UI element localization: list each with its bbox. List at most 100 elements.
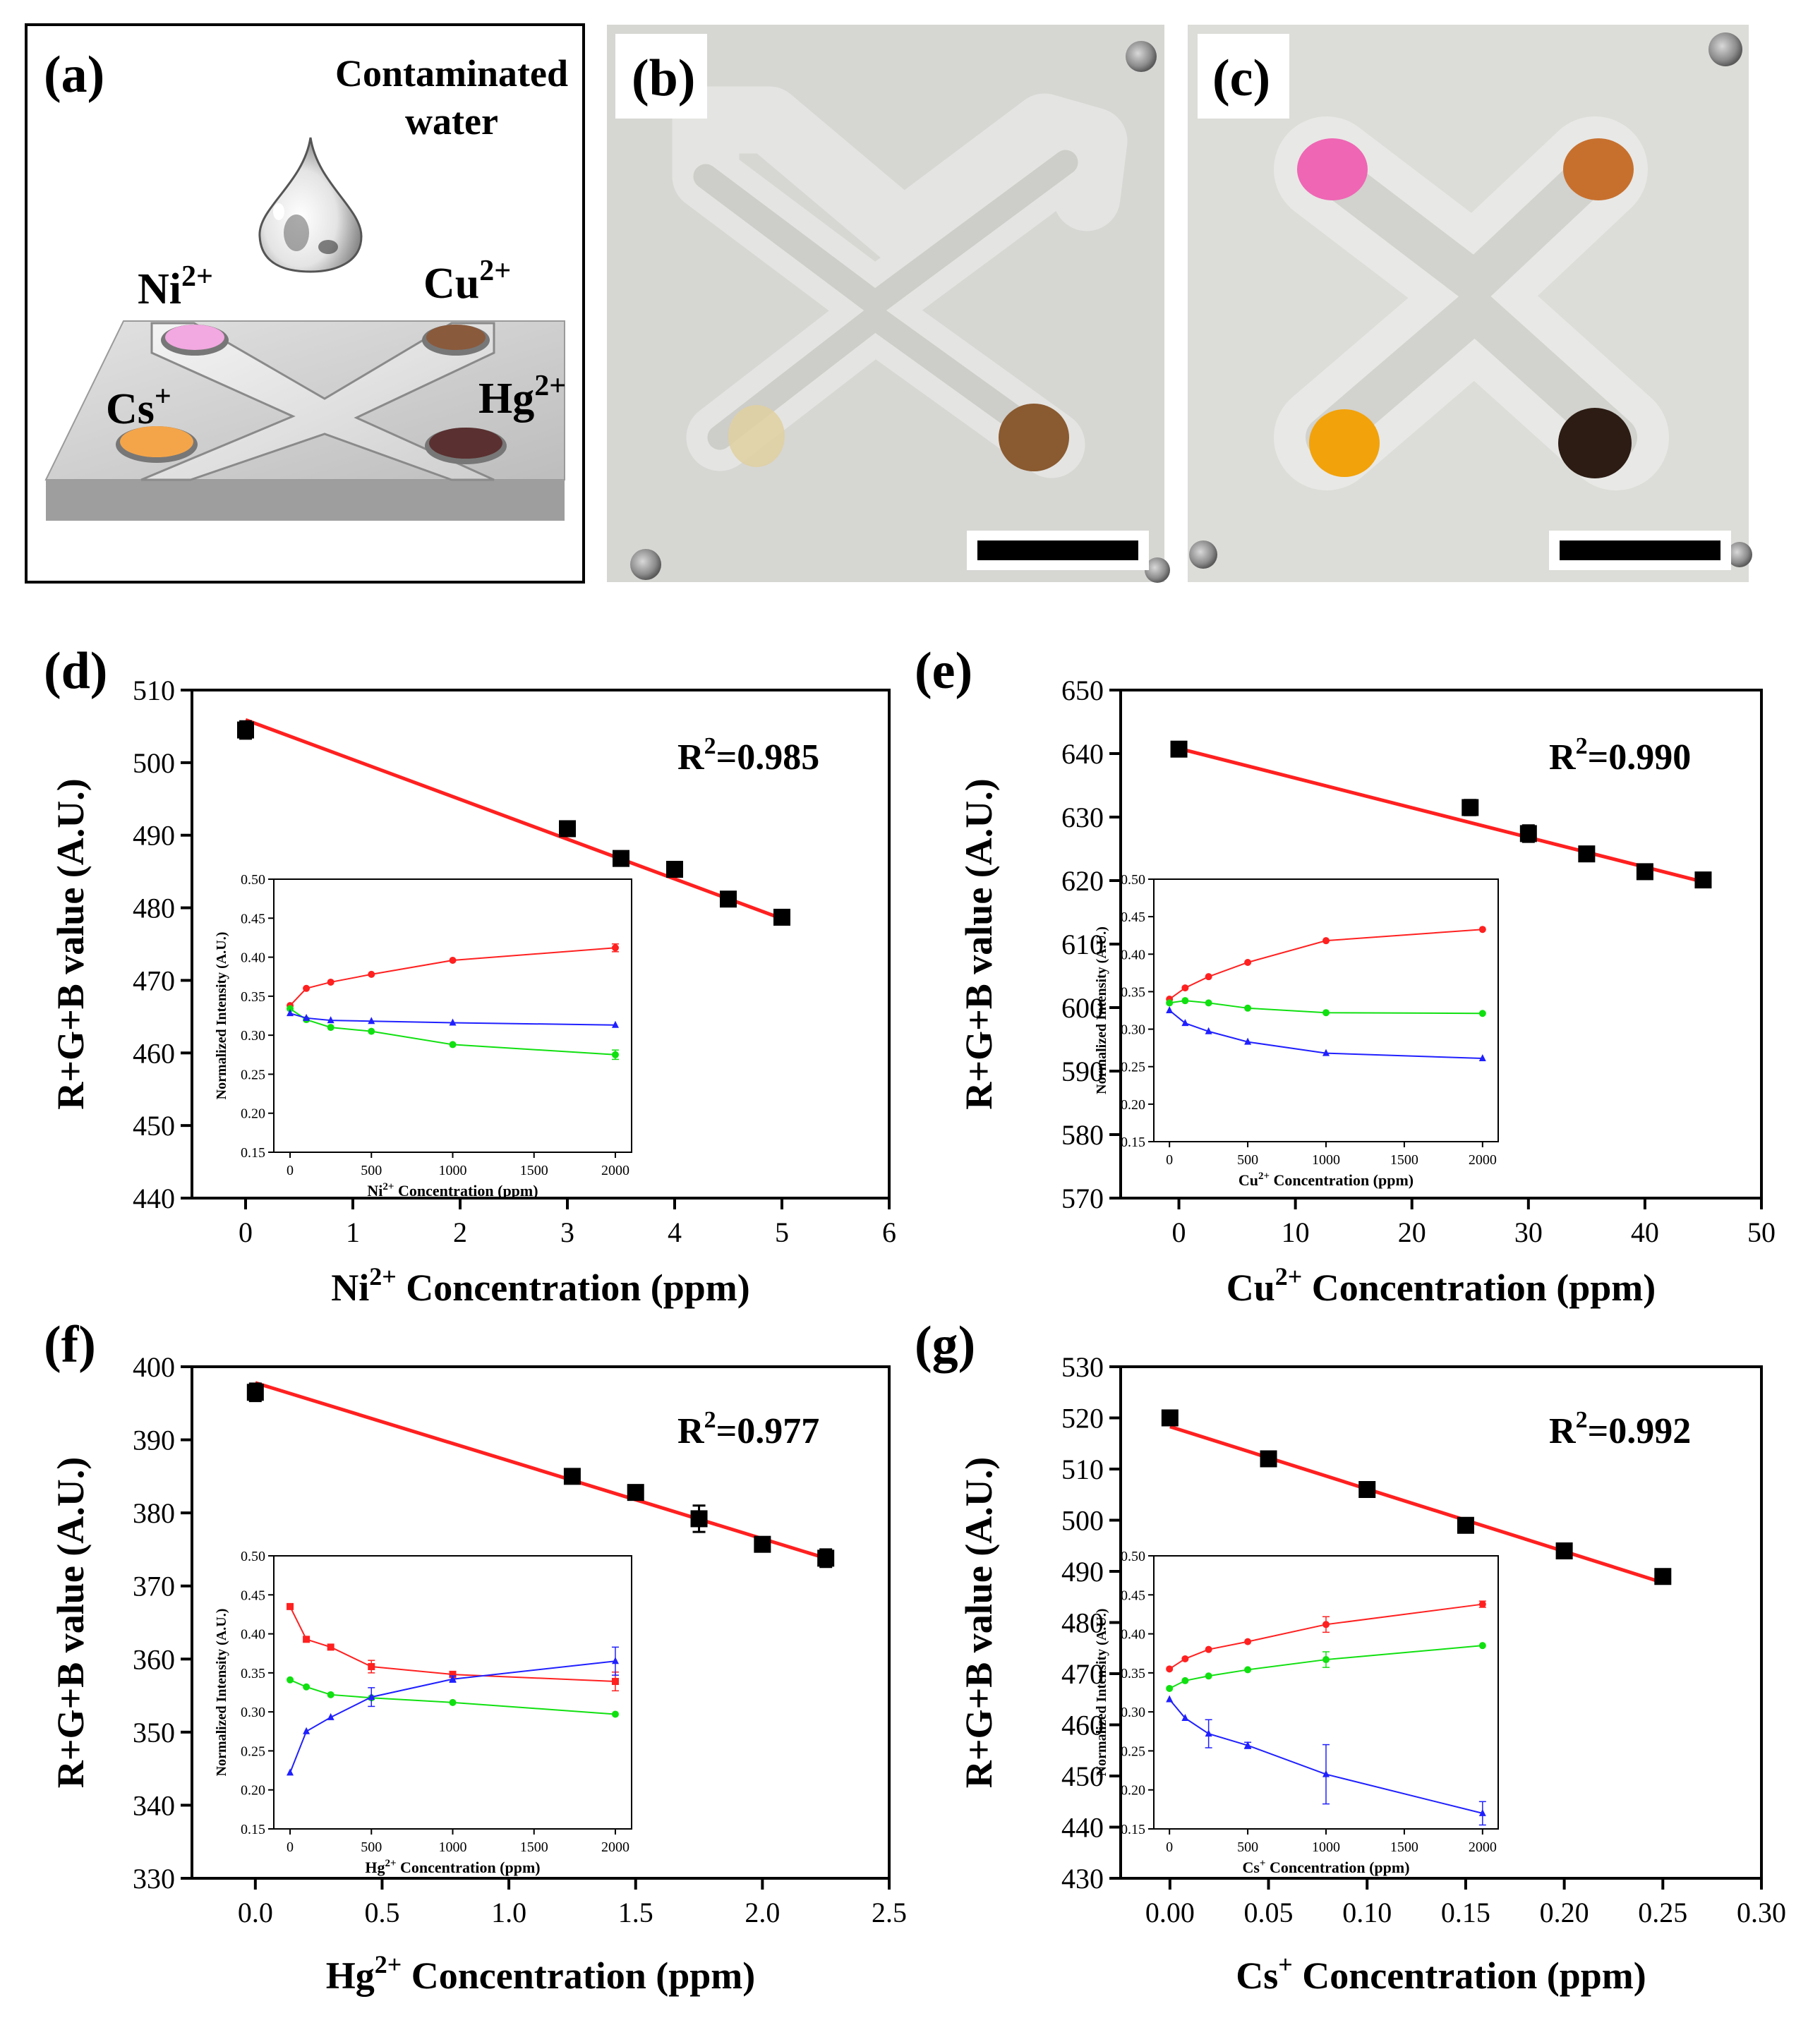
- inset-x-tick-label: 2000: [601, 1163, 629, 1178]
- inset-x-tick-label: 1000: [1312, 1152, 1340, 1168]
- x-tick-label: 6: [882, 1216, 896, 1248]
- x-axis-label: Cs+ Concentration (ppm): [1236, 1950, 1646, 1997]
- y-axis-label: R+G+B value (A.U.): [958, 778, 1000, 1110]
- data-point: [1170, 740, 1188, 758]
- inset-y-tick-label: 0.45: [1121, 1588, 1145, 1603]
- inset-data-point: [449, 956, 457, 964]
- spot-c-bottom-left: [1309, 409, 1380, 477]
- inset-data-point: [287, 1005, 294, 1013]
- data-point: [1457, 1516, 1474, 1534]
- inset-data-point: [1166, 999, 1174, 1007]
- chart-panel-e: (e) 0 10 20 30 40 50 570 580 590 600 610 620 630 640 65…: [915, 642, 1776, 1309]
- inset-data-point: [1244, 1004, 1252, 1012]
- fit-line: [1169, 1425, 1664, 1585]
- screw-icon: [1145, 557, 1170, 583]
- inset-data-point: [1166, 1006, 1174, 1013]
- y-tick-label: 590: [1061, 1056, 1104, 1087]
- inset-chart: 0 500 1000 1500 2000 0.15 0.20 0.25 0.30 0.35 0.40…: [1094, 872, 1499, 1189]
- plot-frame: [191, 689, 891, 1200]
- inset-y-tick-label: 0.40: [241, 950, 265, 966]
- inset-y-tick-label: 0.50: [1121, 872, 1145, 888]
- inset-data-point: [327, 1016, 335, 1024]
- y-tick-label: 630: [1061, 802, 1104, 833]
- inset-x-tick-label: 500: [1237, 1152, 1258, 1168]
- y-tick-label: 440: [133, 1183, 175, 1214]
- x-tick-label: 5: [775, 1216, 789, 1248]
- inset-data-point: [1322, 937, 1330, 945]
- inset-y-tick-label: 0.40: [241, 1627, 265, 1643]
- data-point: [1636, 863, 1653, 881]
- inset-y-axis-label: Normalized Intensity (A.U.): [1094, 926, 1109, 1094]
- x-tick-label: 1.5: [618, 1897, 653, 1928]
- inset-data-point: [1478, 1642, 1486, 1650]
- inset-data-point: [611, 1678, 619, 1686]
- inset-data-point: [368, 970, 375, 978]
- inset-y-tick-label: 0.45: [241, 1588, 265, 1603]
- inset-y-tick-label: 0.20: [1121, 1783, 1145, 1799]
- inset-series-line: [289, 1013, 615, 1026]
- y-tick-label: 500: [133, 747, 175, 779]
- x-tick-label: 1.0: [491, 1897, 526, 1928]
- inset-data-point: [1244, 1666, 1252, 1674]
- inset-y-tick-label: 0.35: [241, 1666, 265, 1681]
- panel-c: (c): [1188, 25, 1752, 582]
- inset-y-axis-label: Normalized Intensity (A.U.): [214, 932, 229, 1100]
- data-point: [1694, 871, 1712, 889]
- data-point: [237, 721, 254, 739]
- data-point: [1519, 825, 1537, 842]
- inset-data-point: [1181, 1655, 1189, 1662]
- inset-data-point: [1322, 1009, 1330, 1017]
- y-tick-label: 620: [1061, 865, 1104, 897]
- y-tick-label: 610: [1061, 929, 1104, 960]
- inset-x-tick-label: 1000: [439, 1839, 467, 1855]
- inset-data-point: [1166, 1684, 1174, 1692]
- inset-data-point: [327, 1643, 335, 1651]
- inset-data-point: [1181, 997, 1189, 1005]
- ion-spot-hg: [425, 428, 507, 464]
- y-axis-label: R+G+B value (A.U.): [958, 1457, 1000, 1789]
- inset-x-tick-label: 1000: [439, 1163, 467, 1178]
- screw-icon: [1708, 32, 1742, 66]
- inset-y-axis-label: Normalized Intensity (A.U.): [214, 1609, 229, 1777]
- y-tick-label: 520: [1061, 1403, 1104, 1434]
- x-tick-label: 0.5: [364, 1897, 399, 1928]
- fit-line: [245, 718, 783, 921]
- data-point: [1260, 1450, 1277, 1468]
- inset-y-tick-label: 0.50: [241, 872, 265, 888]
- data-point: [627, 1484, 644, 1502]
- inset-y-tick-label: 0.30: [241, 1705, 265, 1720]
- inset-data-point: [1322, 1656, 1330, 1664]
- x-tick-label: 0.15: [1441, 1897, 1490, 1928]
- inset-x-tick-label: 2000: [1469, 1839, 1497, 1855]
- inset-chart: 0 500 1000 1500 2000 0.15 0.20 0.25 0.30 0.35 0.40…: [214, 872, 632, 1200]
- inset-y-tick-label: 0.20: [241, 1106, 265, 1122]
- water-drop-icon: [258, 137, 363, 273]
- panel-a: (a) Contaminated water: [25, 23, 585, 584]
- inset-data-point: [1166, 1665, 1174, 1673]
- inset-x-tick-label: 0: [1166, 1839, 1173, 1855]
- y-axis-label: R+G+B value (A.U.): [49, 778, 92, 1110]
- inset-x-axis-label: Cu2+ Concentration (ppm): [1239, 1171, 1414, 1189]
- inset-data-point: [449, 1041, 457, 1049]
- inset-data-point: [611, 944, 619, 952]
- y-tick-label: 490: [133, 820, 175, 852]
- data-point: [559, 820, 576, 838]
- inset-data-point: [303, 1727, 311, 1734]
- inset-data-point: [1478, 1054, 1486, 1062]
- y-tick-label: 530: [1061, 1351, 1104, 1383]
- screw-icon: [1727, 542, 1752, 567]
- y-tick-label: 390: [133, 1425, 175, 1456]
- y-tick-label: 480: [1061, 1607, 1104, 1639]
- inset-y-tick-label: 0.20: [241, 1783, 265, 1799]
- y-tick-label: 330: [133, 1863, 175, 1895]
- inset-data-point: [287, 1768, 294, 1776]
- inset-y-tick-label: 0.45: [241, 911, 265, 926]
- x-channel: [140, 322, 495, 481]
- chart-panel-d: (d) 0 1 2 3 4 5 6 440 450 460 470 480 490 500 510 R+G+B …: [44, 642, 896, 1309]
- inset-y-tick-label: 0.45: [1121, 910, 1145, 925]
- inset-data-point: [1205, 973, 1212, 981]
- inset-x-tick-label: 1500: [1390, 1152, 1418, 1168]
- y-tick-label: 340: [133, 1789, 175, 1821]
- inset-data-point: [1181, 984, 1189, 992]
